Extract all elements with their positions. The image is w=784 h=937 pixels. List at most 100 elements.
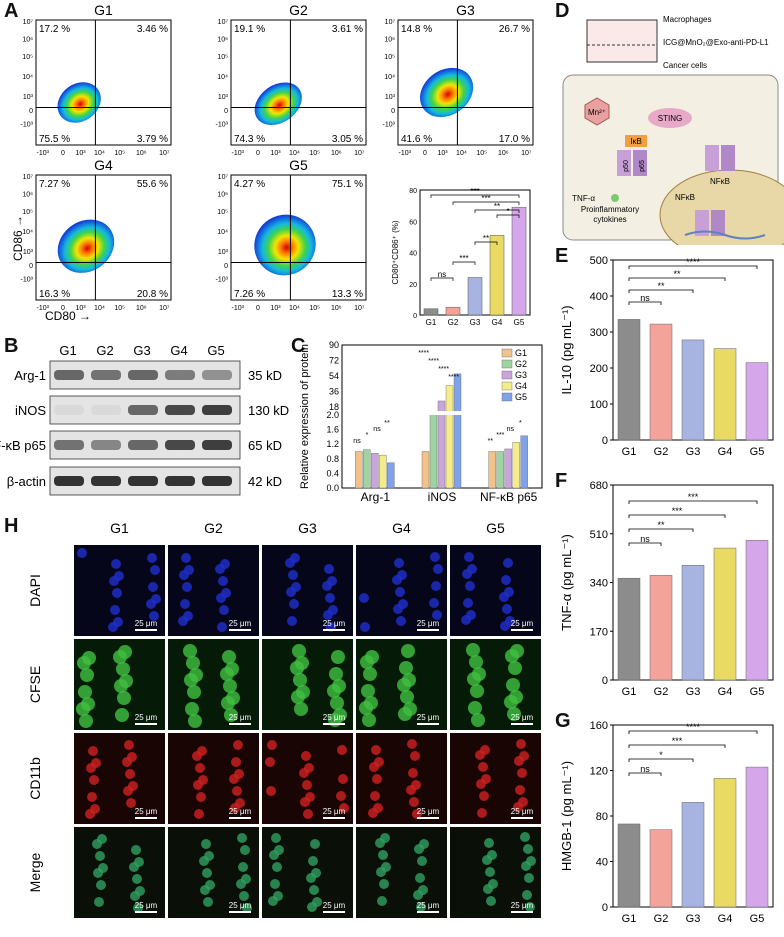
cell-dot [77, 548, 87, 558]
cell-dot [238, 862, 248, 872]
cell-dot [362, 713, 376, 727]
bar-G5 [387, 462, 395, 489]
cyto-label-1: Proinflammatory [581, 205, 639, 214]
legend-label: G2 [515, 359, 527, 369]
quad-lr: 17.0 % [499, 134, 530, 145]
cell-dot [324, 564, 334, 574]
y-tick: 400 [590, 291, 608, 303]
column-label: G4 [392, 520, 411, 536]
lane-label: G2 [96, 343, 113, 358]
plot-title: G2 [289, 2, 308, 18]
scale-label: 25 μm [511, 807, 534, 816]
kd-label: 42 kD [248, 474, 282, 489]
x-tick-label: 0 [61, 305, 65, 312]
quad-lr: 20.8 % [137, 289, 168, 300]
band [91, 440, 121, 450]
cell-dot [322, 581, 332, 591]
cell-dot [286, 587, 296, 597]
cell-dot [111, 559, 121, 569]
quad-ul: 19.1 % [234, 24, 265, 35]
sig-label: *** [496, 432, 504, 439]
cell-dot [185, 702, 199, 716]
cell-dot [485, 867, 495, 877]
cell-dot [508, 661, 522, 675]
y-tick-label: 10⁶ [217, 37, 228, 44]
cell-dot [303, 809, 313, 819]
column-label: G5 [486, 520, 505, 536]
bar-G5 [520, 435, 528, 489]
quad-ur: 75.1 % [332, 179, 363, 190]
bar-G1 [423, 308, 439, 316]
x-tick-label: -10³ [37, 150, 50, 157]
sig-bracket [628, 301, 662, 305]
y-tick: 0.4 [326, 468, 339, 478]
sig-label: ** [673, 269, 681, 279]
p50-box-2 [705, 145, 719, 171]
x-tick-label: 10⁶ [331, 305, 342, 312]
cell-dot [288, 570, 298, 580]
cell-dot [393, 604, 403, 614]
sig-label: ** [657, 520, 665, 530]
x-tick-label: 10⁷ [159, 150, 170, 157]
legend-label: G4 [515, 381, 527, 391]
scale-label: 25 μm [417, 713, 440, 722]
mn-label: Mn²⁺ [588, 108, 606, 117]
x-tick-label: 10³ [270, 150, 281, 157]
band [202, 440, 232, 450]
microscopy-panel: G1 G2 G3 G4 G5 DAPI 25 μm 25 μm 25 μm 25 μm 25 μm C… [27, 520, 541, 918]
cell-dot [233, 740, 243, 750]
sig-bracket [628, 265, 758, 269]
y-tick-label: 10⁵ [217, 54, 228, 61]
cell-dot [89, 775, 99, 785]
flow-ylabel: CD86 → [11, 215, 25, 261]
y-tick-label: -10³ [21, 277, 34, 284]
cell-dot [412, 809, 422, 819]
x-tick: G1 [622, 686, 637, 698]
scale-label: 25 μm [229, 713, 252, 722]
sig-label: ns [353, 438, 361, 445]
cell-dot [291, 690, 305, 704]
y-axis-label: TNF-α (pg mL⁻¹) [559, 534, 574, 631]
cell-dot [178, 616, 188, 626]
cell-dot [520, 832, 530, 842]
cell-dot [122, 757, 132, 767]
cell-dot [515, 785, 525, 795]
sig-bracket [628, 277, 726, 281]
x-tick: G4 [718, 686, 733, 698]
sig-label: ns [373, 426, 381, 433]
density-blob [420, 67, 474, 118]
quad-ur: 26.7 % [499, 24, 530, 35]
x-tick: G1 [426, 318, 437, 327]
cell-dot [360, 622, 370, 632]
y-tick: 340 [590, 578, 608, 590]
cell-dot [523, 844, 533, 854]
cell-dot [147, 553, 157, 563]
cell-dot [395, 587, 405, 597]
panel-label-f: F [555, 470, 568, 492]
cell-dot [429, 598, 439, 608]
scale-label: 25 μm [135, 713, 158, 722]
cell-dot [146, 599, 156, 609]
y-tick-label: 10⁷ [23, 174, 34, 181]
scale-label: 25 μm [323, 901, 346, 910]
sig-bracket [474, 241, 498, 245]
cell-dot [229, 774, 239, 784]
scale-label: 25 μm [135, 619, 158, 628]
flow-plot-g5: G5 4.27 % 75.1 % 7.26 % 13.3 % 10⁷ 10⁶ 10⁵ 10⁴ 10… [216, 157, 367, 312]
sig-label: ns [640, 764, 650, 774]
cell-dot [370, 791, 380, 801]
micrograph-tile [74, 827, 165, 918]
cell-dot [462, 569, 472, 579]
cell-dot [470, 684, 484, 698]
y-tick-label: 10⁵ [384, 54, 395, 61]
p50-label: p50 [623, 160, 630, 172]
cell-dot [372, 774, 382, 784]
column-label: G1 [110, 520, 129, 536]
bar-G3 [467, 277, 483, 316]
tnf-chart: 0 170 340 510 680 TNF-α (pg mL⁻¹) G1 G2 G3 G4 G5 ns… [559, 480, 774, 698]
cell-dot [117, 691, 131, 705]
sig-bracket [430, 194, 520, 198]
panel-label-b: B [4, 335, 19, 357]
cell-dot [269, 850, 279, 860]
sig-label: ** [494, 202, 500, 211]
